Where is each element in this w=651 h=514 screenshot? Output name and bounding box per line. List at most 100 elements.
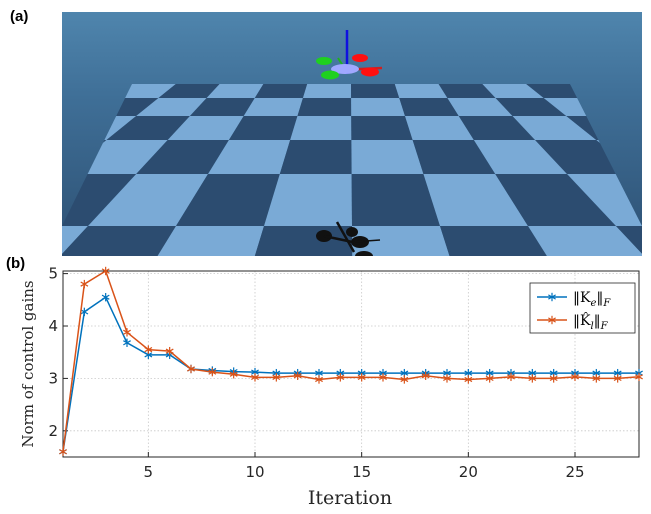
data-point: [336, 373, 345, 382]
axis-ticks: 5 10 15 20 25 2 3 4 5: [48, 265, 584, 481]
floor-tile: [136, 140, 229, 174]
data-point: [272, 373, 281, 382]
data-point: [635, 372, 643, 382]
floor-tile: [528, 226, 642, 256]
floor-tile: [399, 98, 459, 116]
legend-marker: [548, 292, 556, 302]
data-point: [101, 266, 110, 276]
legend-marker: [548, 315, 556, 325]
floor-tile: [473, 140, 568, 174]
floor-tile: [352, 226, 465, 256]
data-point: [144, 345, 153, 354]
floor-tile: [129, 226, 264, 256]
floor-tile: [254, 84, 308, 98]
plot-area-frame: [62, 270, 640, 458]
data-point: [379, 373, 387, 382]
data-point: [123, 328, 131, 337]
data-point: [315, 375, 323, 384]
floor-tile: [495, 98, 567, 116]
floor-tile: [136, 98, 207, 116]
series-line-1: [62, 296, 639, 452]
data-point: [208, 367, 217, 377]
data-point: [165, 346, 174, 356]
floor-tile: [290, 116, 352, 140]
floor-tile: [176, 174, 280, 226]
data-point: [187, 364, 195, 374]
data-point: [101, 292, 110, 302]
floor-tile: [279, 140, 352, 174]
floor-tile: [228, 116, 298, 140]
floor-tile: [243, 98, 303, 116]
x-tick-label: 5: [144, 463, 154, 481]
floor-tile: [158, 84, 220, 98]
data-point: [485, 374, 494, 383]
data-point: [80, 279, 89, 289]
series-lines: [59, 266, 643, 456]
data-point: [549, 374, 558, 383]
legend-box: [529, 282, 636, 334]
legend-entry-2: ‖K̂l‖F: [573, 311, 609, 332]
y-tick-label: 3: [48, 369, 58, 387]
floor-tile: [106, 116, 190, 140]
floor-tile: [412, 140, 496, 174]
floor-tile: [440, 226, 576, 256]
floor-tile: [495, 174, 616, 226]
legend-entry-1: ‖Ke‖F: [573, 290, 611, 309]
floor-tile: [404, 116, 474, 140]
floor-tile: [208, 140, 291, 174]
floor-tile: [264, 174, 352, 226]
floor-tile: [351, 140, 424, 174]
floor-tile: [189, 98, 255, 116]
data-point: [464, 375, 473, 384]
floor-tile: [447, 98, 513, 116]
x-tick-label: 25: [565, 463, 584, 481]
legend: ‖Ke‖F ‖K̂l‖F: [529, 282, 636, 334]
y-tick-label: 2: [48, 422, 58, 440]
floor-tile: [438, 84, 496, 98]
data-point: [123, 338, 131, 347]
data-point: [507, 372, 515, 382]
floor-tile: [297, 98, 352, 116]
y-tick-label: 4: [48, 317, 58, 335]
data-point: [59, 447, 67, 456]
panel-a-label: (a): [10, 8, 29, 25]
floor-tile: [302, 84, 352, 98]
floor-tile: [62, 226, 176, 256]
x-tick-label: 10: [245, 463, 264, 481]
x-axis-title: Iteration: [308, 487, 392, 509]
quadrotor-icon: [316, 30, 383, 80]
quadrotor-simulation-scene: [62, 12, 642, 256]
x-tick-label: 15: [352, 463, 371, 481]
floor-tile: [240, 226, 353, 256]
floor-tile: [423, 174, 528, 226]
floor-tile: [351, 98, 405, 116]
data-point: [80, 307, 89, 317]
floor-tile: [512, 116, 597, 140]
floor-tile: [206, 84, 264, 98]
y-tick-label: 5: [48, 265, 58, 283]
data-point: [400, 375, 409, 384]
data-point: [251, 373, 259, 382]
data-point: [443, 374, 451, 383]
panel-b-label: (b): [6, 255, 26, 272]
y-axis-title: Norm of control gains: [19, 280, 37, 447]
floor-tile: [351, 174, 440, 226]
floor-tile: [458, 116, 536, 140]
data-point: [421, 371, 430, 380]
data-point: [357, 373, 366, 382]
floor-tile: [394, 84, 448, 98]
data-point: [592, 374, 601, 383]
quadrotor-shadow-icon: [316, 221, 381, 256]
x-tick-label: 20: [459, 463, 478, 481]
floor-tile: [482, 84, 544, 98]
series-line-2: [62, 269, 640, 452]
data-point: [229, 370, 238, 379]
data-point: [571, 372, 579, 382]
floor-tile: [351, 116, 413, 140]
data-point: [528, 374, 537, 383]
data-point: [613, 374, 622, 383]
floor-tile: [351, 84, 400, 98]
data-point: [293, 371, 302, 380]
floor-tile: [88, 174, 209, 226]
